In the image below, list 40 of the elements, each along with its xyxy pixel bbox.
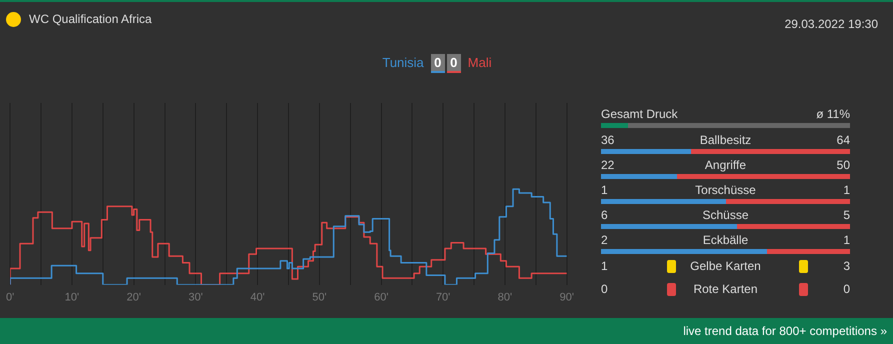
data-label: 1 — [601, 183, 608, 197]
x-tick-label: 70' — [436, 291, 450, 304]
data-label: 0 — [601, 282, 608, 296]
x-tick-label: 60' — [374, 291, 388, 304]
data-label: 5 — [843, 208, 850, 222]
data-label: 22 — [601, 158, 614, 172]
text: Gesamt Druck — [601, 107, 678, 121]
text: live trend data for 800+ competitions » — [683, 324, 887, 338]
x-tick-label: 90' — [560, 291, 574, 304]
data-label: 36 — [601, 133, 614, 147]
x-tick-label: 30' — [188, 291, 203, 304]
text: Tunisia — [382, 54, 424, 70]
data-label: 1 — [843, 183, 850, 197]
data-label: 50 — [836, 158, 850, 172]
category-label: Gelbe Karten — [690, 259, 761, 273]
text: 29.03.2022 19:30 — [784, 17, 878, 31]
category-label: Rote Karten — [693, 282, 758, 296]
category-label: Eckbälle — [702, 233, 748, 247]
chart-title: WC Qualification Africa — [29, 12, 152, 26]
x-tick-label: 50' — [312, 291, 327, 304]
text: 0 — [430, 54, 445, 73]
data-label: 3 — [843, 259, 850, 273]
category-label: Schüsse — [702, 208, 749, 222]
category-label: Torschüsse — [695, 183, 756, 197]
data-label: 0 — [843, 282, 850, 296]
x-tick-label: 20' — [126, 291, 141, 304]
data-label: 2 — [601, 233, 608, 247]
data-label: 1 — [601, 259, 608, 273]
text: Mali — [468, 54, 492, 70]
data-label: 1 — [843, 233, 850, 247]
x-tick-label: 10' — [64, 291, 80, 304]
category-label: Ballbesitz — [700, 133, 752, 147]
category-label: Angriffe — [704, 158, 746, 172]
data-label: 6 — [601, 208, 608, 222]
text: 0 — [446, 54, 461, 73]
x-tick-label: 0' — [6, 291, 14, 304]
x-tick-label: 40' — [250, 291, 265, 304]
x-tick-label: 80' — [498, 291, 512, 304]
data-label: ø 11% — [816, 107, 850, 121]
data-label: 64 — [836, 133, 850, 147]
